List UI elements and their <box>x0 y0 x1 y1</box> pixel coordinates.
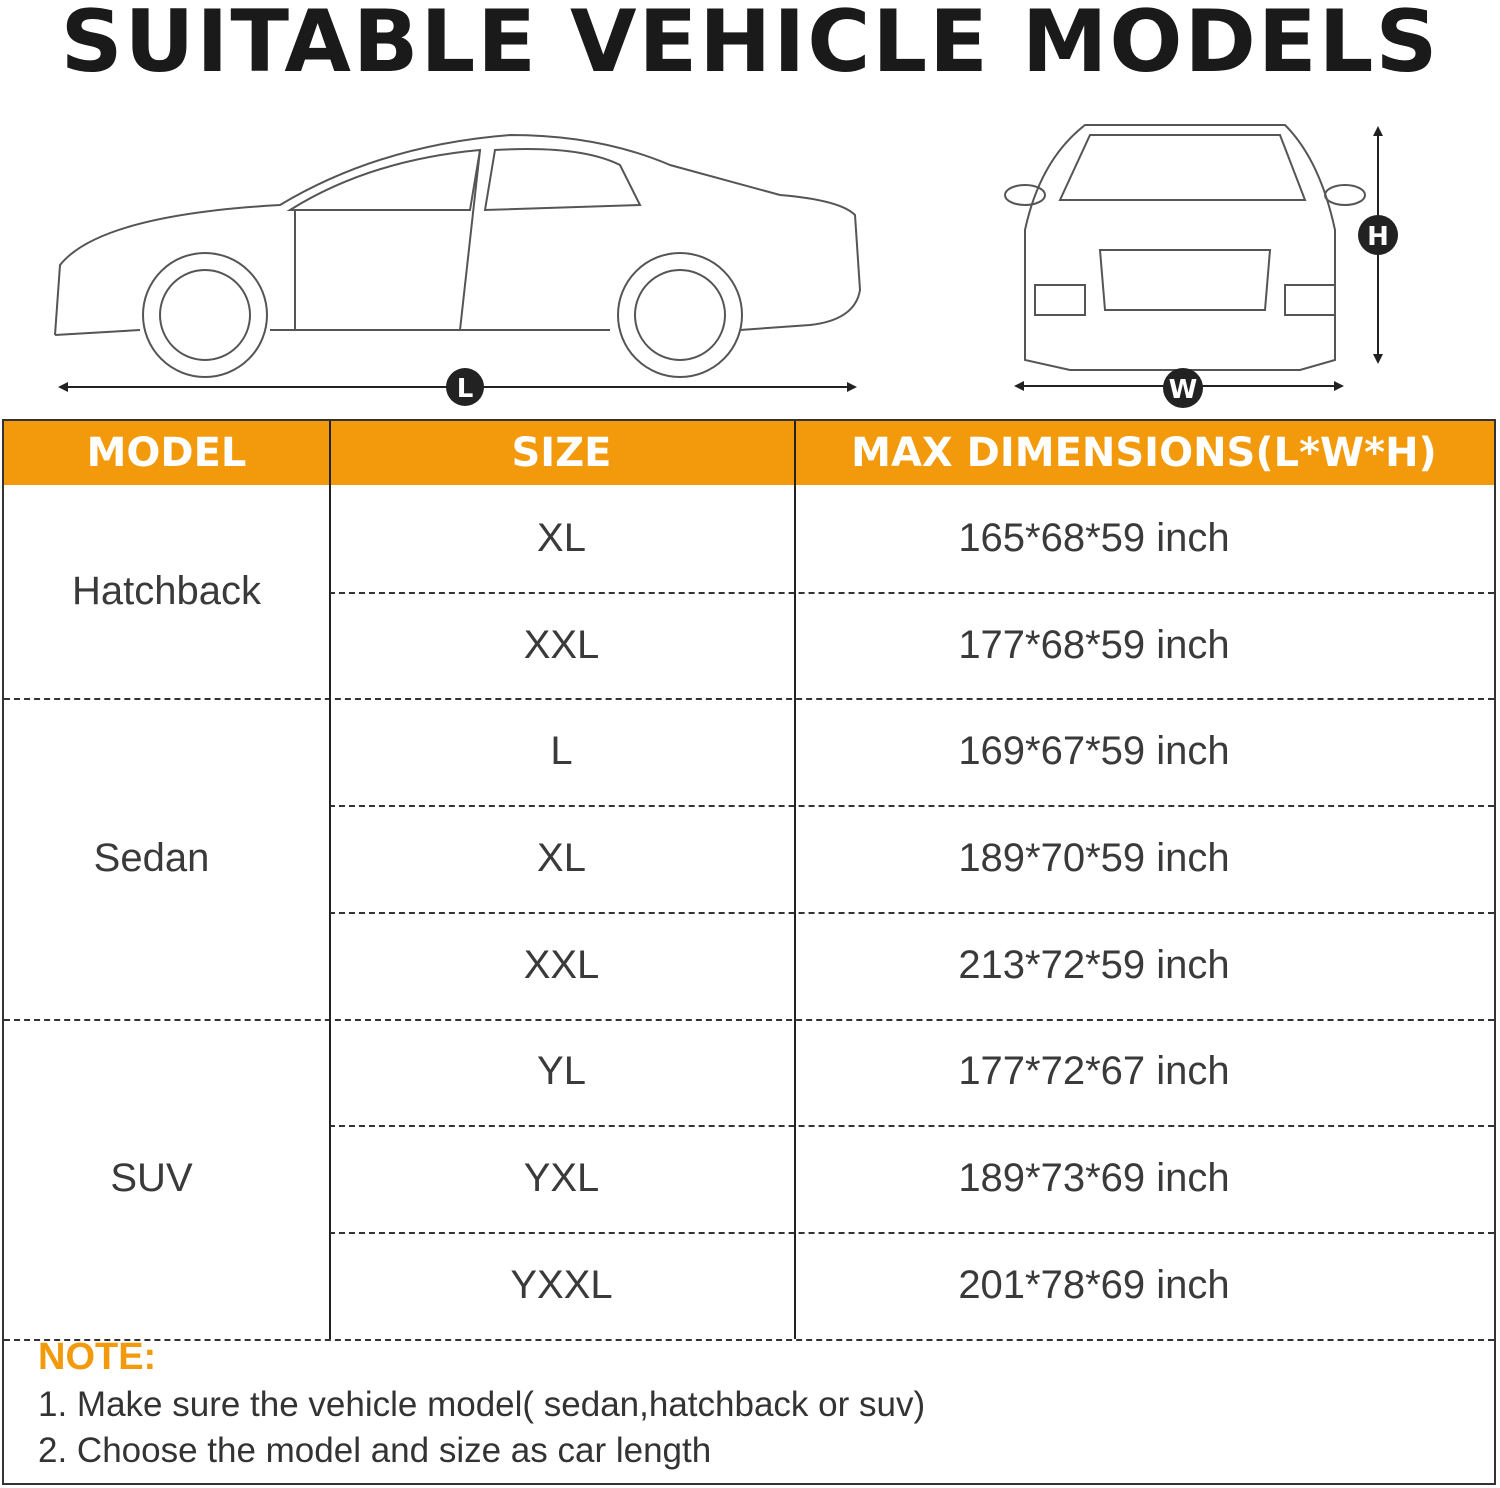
row-divider <box>329 591 1494 594</box>
note-line: 2. Choose the model and size as car leng… <box>38 1431 712 1470</box>
width-label: W <box>1169 375 1198 405</box>
size-cell: XL <box>537 835 586 880</box>
size-cell: YL <box>537 1049 586 1094</box>
column-divider <box>794 421 796 1339</box>
size-cell: YXL <box>523 1156 600 1201</box>
dimensions-cell: 213*72*59 inch <box>958 942 1230 987</box>
dimensions-cell: 177*72*67 inch <box>958 1049 1230 1094</box>
model-cell: SUV <box>110 1156 193 1201</box>
row-divider <box>329 805 1494 808</box>
row-divider <box>329 911 1494 914</box>
row-divider <box>329 1231 1494 1234</box>
dimensions-cell: 177*68*59 inch <box>958 622 1230 667</box>
row-divider <box>329 1125 1494 1128</box>
note-section: NOTE: 1. Make sure the vehicle model( se… <box>38 1336 925 1471</box>
sedan-front-view-illustration: H W <box>1004 124 1398 408</box>
row-divider <box>4 698 1494 701</box>
sedan-side-view-illustration: L <box>54 133 862 406</box>
model-cell: Hatchback <box>72 569 261 614</box>
size-cell: L <box>550 729 573 774</box>
note-title: NOTE: <box>38 1336 157 1378</box>
note-line: 1. Make sure the vehicle model( sedan,ha… <box>38 1385 926 1424</box>
header-size: SIZE <box>329 421 794 485</box>
size-cell: XXL <box>523 942 600 987</box>
length-label: L <box>457 374 474 404</box>
header-max-dimensions: MAX DIMENSIONS(L*W*H) <box>794 421 1494 485</box>
row-divider <box>4 1018 1494 1021</box>
dimensions-cell: 165*68*59 inch <box>958 515 1230 560</box>
model-cell: Sedan <box>93 835 210 880</box>
page-title: SUITABLE VEHICLE MODELS <box>60 0 1440 92</box>
size-cell: YXXL <box>510 1262 613 1307</box>
size-cell: XXL <box>523 622 600 667</box>
dimensions-cell: 189*73*69 inch <box>958 1156 1230 1201</box>
header-model: MODEL <box>4 421 329 485</box>
dimensions-cell: 201*78*69 inch <box>958 1262 1230 1307</box>
height-label: H <box>1367 222 1389 252</box>
size-table: MODEL SIZE MAX DIMENSIONS(L*W*H) Hatchback X… <box>2 419 1496 1485</box>
dimensions-cell: 169*67*59 inch <box>958 729 1230 774</box>
column-divider <box>329 421 331 1339</box>
dimensions-cell: 189*70*59 inch <box>958 835 1230 880</box>
row-divider <box>4 1338 1494 1341</box>
size-cell: XL <box>537 515 586 560</box>
